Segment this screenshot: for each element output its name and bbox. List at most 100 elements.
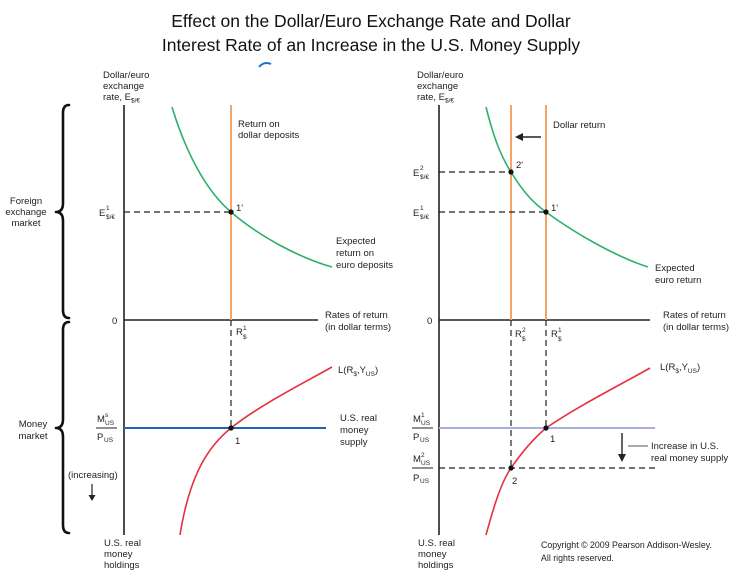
left-point-1 — [228, 425, 234, 431]
right-m2-den-main: P — [413, 473, 419, 484]
left-r1-sup: 1 — [243, 325, 247, 332]
right-y-axis-label-3-sub: $/€ — [445, 98, 454, 105]
right-money-demand-label-prefix: L(R — [660, 362, 675, 373]
right-holdings-label-3: holdings — [418, 560, 454, 571]
money-market-brace — [54, 320, 71, 535]
right-m1-den-main: P — [413, 432, 419, 443]
right-holdings-label-2: money — [418, 549, 447, 560]
left-origin-label: 0 — [112, 316, 117, 327]
right-euro-return-label-1: Expected — [655, 263, 695, 274]
right-y-axis-label-1: Dollar/euro — [417, 70, 463, 81]
right-r1-sup: 1 — [558, 327, 562, 334]
left-y-axis-label-3-sub: $/€ — [131, 98, 140, 105]
right-m1-den-sub: US — [420, 437, 430, 444]
right-e2-main: E — [413, 168, 419, 179]
right-origin-label: 0 — [427, 316, 432, 327]
right-increase-arrow-head — [618, 454, 626, 462]
left-y-axis-label-2: exchange — [103, 81, 144, 92]
right-e1-main: E — [413, 208, 419, 219]
left-holdings-label-1: U.S. real — [104, 538, 141, 549]
right-m2-den-sub: US — [420, 478, 430, 485]
left-increasing-label: (increasing) — [68, 470, 118, 481]
right-money-demand-label-mid: ,Y — [679, 362, 689, 373]
right-money-demand-label-sub2: US — [688, 368, 698, 375]
stray-blue-mark — [258, 62, 272, 68]
right-point-1-prime — [543, 209, 549, 215]
left-ms-den-main: P — [97, 432, 103, 443]
left-e1-main: E — [99, 208, 105, 219]
right-m1-num-sup: 1 — [421, 412, 425, 419]
left-holdings-label-3: holdings — [104, 560, 140, 571]
right-euro-return-label-2: euro return — [655, 275, 701, 286]
left-money-supply-label-3: supply — [340, 437, 368, 448]
right-r1-sub: $ — [558, 336, 562, 343]
right-r2-main: R — [515, 329, 522, 340]
right-r1-main: R — [551, 329, 558, 340]
title-line-2: Interest Rate of an Increase in the U.S.… — [162, 35, 581, 55]
left-dollar-return-label-2: dollar deposits — [238, 130, 300, 141]
left-point-1-prime — [228, 209, 234, 215]
left-increasing-arrow-head — [88, 495, 96, 501]
right-euro-return-curve — [485, 106, 649, 268]
left-r1-main: R — [236, 327, 243, 338]
title-line-1: Effect on the Dollar/Euro Exchange Rate … — [171, 11, 571, 31]
right-increase-label-1: Increase in U.S. — [651, 441, 719, 452]
left-money-demand-label: L(R$,YUS) — [338, 365, 378, 378]
right-point-1-label: 1 — [550, 434, 555, 445]
left-euro-return-label-2: return on — [336, 248, 374, 259]
right-e1-sup: 1 — [420, 205, 424, 212]
right-y-axis-label-2: exchange — [417, 81, 458, 92]
right-e2-sub: $/€ — [420, 174, 429, 181]
right-dollar-return-shift-arrow-head — [515, 133, 523, 141]
left-dollar-return-label-1: Return on — [238, 119, 280, 130]
left-money-demand-label-sub2: US — [366, 371, 376, 378]
left-euro-return-label-1: Expected — [336, 236, 376, 247]
right-m1-num-main: M — [413, 414, 421, 425]
right-money-demand-label: L(R$,YUS) — [660, 362, 700, 375]
left-ms-num-sub: US — [105, 420, 115, 427]
money-market-label-1: Money — [19, 419, 48, 430]
left-money-supply-label-1: U.S. real — [340, 413, 377, 424]
right-point-2-prime-label: 2' — [516, 160, 523, 171]
left-x-axis-label-1: Rates of return — [325, 310, 388, 321]
right-panel: Dollar/euro exchange rate, E$/€ 0 Rates … — [412, 70, 729, 571]
right-point-1-prime-label: 1' — [551, 203, 558, 214]
left-ms-num-main: M — [97, 414, 105, 425]
foreign-exchange-market-label-2: exchange — [5, 207, 46, 218]
left-x-axis-label-2: (in dollar terms) — [325, 322, 391, 333]
left-money-demand-label-prefix: L(R — [338, 365, 353, 376]
right-m2-num-main: M — [413, 454, 421, 465]
right-money-demand-curve — [485, 367, 651, 536]
right-money-demand-label-suffix: ) — [697, 362, 700, 373]
right-money-demand-label-sub1: $ — [675, 368, 679, 375]
left-y-axis-label-3: rate, E$/€ — [103, 92, 140, 105]
right-point-2-prime — [508, 169, 514, 175]
right-r2-sup: 2 — [522, 327, 526, 334]
right-m1-num-sub: US — [421, 420, 431, 427]
right-point-1 — [543, 425, 549, 431]
right-x-axis-label-1: Rates of return — [663, 310, 726, 321]
left-panel: Dollar/euro exchange rate, E$/€ 0 Rates … — [68, 70, 393, 571]
right-y-axis-label-3: rate, E$/€ — [417, 92, 454, 105]
left-ms-num-sup: s — [105, 412, 109, 419]
right-e2-sup: 2 — [420, 165, 424, 172]
right-r2-sub: $ — [522, 336, 526, 343]
right-y-axis-label-3-main: rate, E — [417, 92, 445, 103]
right-point-2-label: 2 — [512, 476, 517, 487]
right-m2-num-sup: 2 — [421, 452, 425, 459]
right-m2-num-sub: US — [421, 460, 431, 467]
left-y-axis-label-1: Dollar/euro — [103, 70, 149, 81]
left-e1-sub: $/€ — [106, 214, 115, 221]
left-ms-den-sub: US — [104, 437, 114, 444]
left-point-1-prime-label: 1' — [236, 203, 243, 214]
right-e1-sub: $/€ — [420, 214, 429, 221]
right-holdings-label-1: U.S. real — [418, 538, 455, 549]
money-market-label-2: market — [18, 431, 47, 442]
foreign-exchange-market-brace — [54, 103, 71, 320]
left-e1-sup: 1 — [106, 205, 110, 212]
left-r1-sub: $ — [243, 334, 247, 341]
left-euro-return-label-3: euro deposits — [336, 260, 393, 271]
right-x-axis-label-2: (in dollar terms) — [663, 322, 729, 333]
left-money-demand-curve — [179, 366, 333, 536]
